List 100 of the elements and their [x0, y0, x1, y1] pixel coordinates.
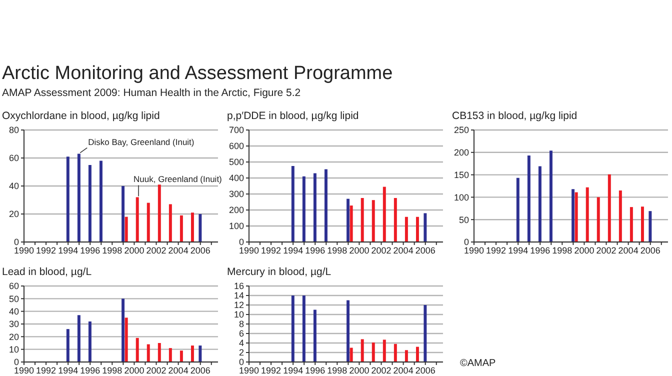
x-tick-label: 2000 — [349, 245, 370, 256]
bar — [360, 198, 364, 242]
x-tick-label: 1998 — [327, 245, 348, 256]
x-tick-label: 2002 — [596, 245, 616, 256]
y-tick-label: 12 — [234, 300, 244, 310]
y-tick-label: 0 — [238, 237, 244, 248]
bar — [648, 211, 652, 242]
bar — [416, 346, 419, 362]
x-tick-label: 1990 — [14, 245, 34, 256]
bar — [291, 166, 294, 242]
bar — [404, 216, 408, 242]
bar — [516, 178, 520, 242]
bar — [122, 186, 125, 242]
bar — [346, 198, 350, 242]
bar — [404, 350, 408, 362]
x-tick-label: 1992 — [36, 365, 56, 376]
y-tick-label: 60 — [8, 281, 19, 292]
bar — [382, 186, 386, 242]
bar — [291, 296, 294, 362]
y-tick-label: 20 — [8, 209, 19, 220]
x-tick-label: 1990 — [238, 245, 260, 256]
bar — [158, 343, 161, 362]
x-tick-label: 1992 — [261, 365, 282, 376]
bar — [313, 310, 316, 362]
x-tick-label: 1994 — [58, 245, 78, 256]
x-tick-label: 2004 — [393, 365, 414, 376]
y-tick-label: 2 — [238, 348, 244, 358]
bar — [136, 338, 139, 362]
x-tick-label: 2004 — [168, 245, 188, 256]
bar — [302, 296, 306, 362]
bar — [124, 216, 128, 242]
bar — [416, 216, 419, 242]
bar — [77, 315, 80, 362]
bar — [372, 200, 375, 242]
x-tick-label: 1990 — [14, 365, 34, 376]
bar — [168, 204, 172, 242]
x-tick-label: 1996 — [305, 245, 326, 256]
x-tick-label: 1996 — [530, 245, 550, 256]
y-tick-label: 0 — [14, 237, 19, 248]
y-tick-label: 600 — [228, 141, 244, 152]
y-tick-label: 50 — [8, 294, 19, 304]
y-tick-label: 100 — [454, 192, 469, 202]
text: AMAP Assessment 2009: Human Health in the Arctic, Figure 5.2 — [2, 86, 302, 100]
y-tick-label: 0 — [238, 357, 244, 368]
x-tick-label: 2002 — [371, 365, 392, 376]
y-tick-label: 10 — [234, 310, 244, 320]
bar — [146, 202, 150, 242]
x-tick-label: 1990 — [464, 245, 484, 256]
bar — [346, 300, 350, 362]
y-tick-label: 6 — [238, 328, 244, 339]
bar — [572, 189, 575, 242]
bar — [88, 321, 92, 362]
x-tick-label: 2002 — [146, 245, 166, 256]
bar — [586, 187, 589, 242]
bar — [382, 340, 386, 362]
x-tick-label: 2004 — [168, 365, 188, 376]
y-tick-label: 500 — [228, 157, 244, 168]
y-tick-label: 0 — [464, 237, 469, 248]
bar — [618, 190, 622, 242]
bar — [550, 150, 552, 242]
x-tick-label: 1994 — [283, 245, 304, 256]
bar — [630, 207, 633, 242]
bar — [424, 305, 427, 362]
y-tick-label: 100 — [228, 221, 244, 232]
bar — [136, 197, 139, 242]
x-tick-label: 2006 — [415, 245, 436, 256]
bar — [424, 213, 427, 242]
bar — [372, 342, 375, 362]
x-tick-label: 1998 — [102, 365, 122, 376]
bar — [180, 350, 183, 362]
bar — [66, 329, 70, 362]
bar — [350, 206, 353, 242]
y-tick-label: 60 — [8, 153, 19, 164]
bar — [608, 174, 611, 242]
bar — [190, 212, 194, 242]
x-tick-label: 1998 — [552, 245, 572, 256]
y-tick-label: 50 — [458, 214, 469, 225]
bar — [77, 154, 80, 242]
y-tick-label: 40 — [8, 181, 19, 192]
x-tick-label: 2006 — [640, 245, 660, 256]
x-tick-label: 1996 — [305, 365, 326, 376]
series-label: Nuuk, Greenland (Inuit) — [134, 174, 222, 184]
chart-title: p,p′DDE in blood, µg/kg lipid — [226, 110, 360, 124]
y-tick-label: 80 — [8, 125, 19, 136]
y-tick-label: 16 — [234, 281, 244, 292]
y-tick-label: 0 — [14, 357, 19, 368]
x-tick-label: 2002 — [146, 365, 166, 376]
bar — [180, 215, 183, 242]
y-tick-label: 8 — [238, 319, 244, 330]
x-tick-label: 1998 — [102, 245, 122, 256]
bar — [146, 344, 150, 362]
x-tick-label: 1992 — [261, 245, 282, 256]
x-tick-label: 1994 — [58, 365, 78, 376]
bar — [66, 156, 70, 242]
bar — [640, 206, 644, 242]
x-tick-label: 1992 — [486, 245, 506, 256]
y-tick-label: 150 — [454, 170, 469, 180]
bar — [190, 346, 194, 362]
x-tick-label: 2006 — [190, 245, 210, 256]
bar — [168, 348, 172, 362]
